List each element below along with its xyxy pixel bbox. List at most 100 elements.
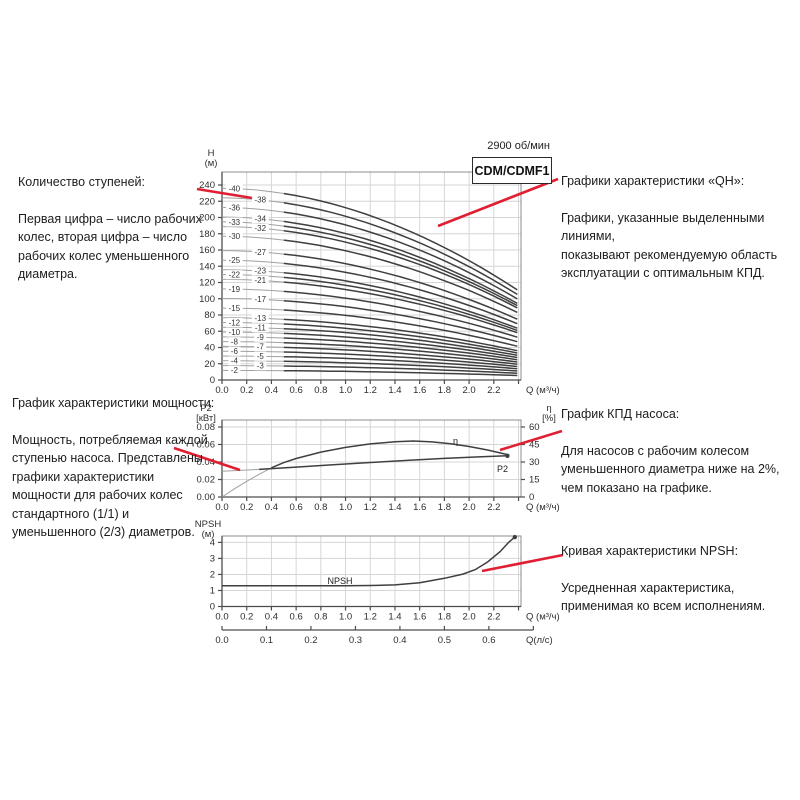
axis-title: P2 xyxy=(200,403,212,414)
qh-curve-label-bg xyxy=(225,318,243,328)
qh-curve-label-bg xyxy=(225,183,243,193)
axis-title: η xyxy=(546,403,551,414)
y-tick-label: 2 xyxy=(210,569,215,580)
power-efficiency-chart: 0.00 0.02 0.04 0.06 0.08 0.0 0.2 0.4 0.6 0.8 1.0 1.… xyxy=(196,403,560,513)
qh-curve-36 xyxy=(283,211,518,300)
y-tick-label: 40 xyxy=(204,343,215,354)
x-tick-label: 0.8 xyxy=(314,612,327,623)
qh-chart: 0 20 40 60 80 100 120 140 160 180 200 220 240 0.0 0.2 0… xyxy=(199,148,560,396)
qh-curve-12 xyxy=(283,323,518,354)
qh-curve-32 xyxy=(283,230,518,309)
qh-curve-label-bg xyxy=(228,356,241,366)
y-tick-label: 0 xyxy=(210,375,215,386)
annotation-body: Первая цифра – число рабочих колес, втор… xyxy=(18,211,202,282)
x-tick-label: 0.0 xyxy=(215,502,228,513)
qh-curve-8 xyxy=(283,341,518,363)
annotation-power: График характеристики мощности: Мощность… xyxy=(12,375,217,560)
qh-stage-label: -36 xyxy=(229,203,241,212)
npsh-chart: 0 1 2 3 4 0.0 0.2 0.4 0.6 0.8 1.0 1.2 1.4 1.6 1.8 2.0 2.… xyxy=(195,519,560,623)
qh-curve-label-bg xyxy=(225,303,243,313)
y-tick-label: 80 xyxy=(204,310,215,321)
annotation-title: График КПД насоса: xyxy=(561,406,680,421)
y-tick-label: 120 xyxy=(199,278,215,289)
qh-curve-3 xyxy=(283,365,518,374)
qh-stage-label: -30 xyxy=(229,232,241,241)
x-tick-label: 1.2 xyxy=(364,385,377,396)
lps-tick-label: 0.4 xyxy=(393,635,406,646)
y-right-tick-label: 15 xyxy=(529,475,540,486)
x-tick-label: 1.0 xyxy=(339,612,352,623)
qh-curve-27 xyxy=(283,253,518,320)
qh-curve-5 xyxy=(283,355,518,370)
y-tick-label: 1 xyxy=(210,585,215,596)
qh-curve-30 xyxy=(283,239,518,314)
qh-curve-13 xyxy=(283,318,518,352)
annotation-connector-line xyxy=(437,177,559,228)
P2-curve-label: P2 xyxy=(497,464,508,474)
qh-curve-9 xyxy=(283,337,518,361)
x-tick-label: 0.0 xyxy=(215,612,228,623)
qh-stage-label: -25 xyxy=(229,256,241,265)
qh-stage-label: -5 xyxy=(257,352,265,361)
x-tick-label: 0.6 xyxy=(290,612,303,623)
qh-stage-label: -23 xyxy=(255,267,267,276)
y-tick-label: 3 xyxy=(210,553,215,564)
annotation-body: Для насосов с рабочим колесом уменьшенно… xyxy=(561,443,780,495)
y-tick-label: 4 xyxy=(210,537,215,548)
annotation-title: Графики характеристики «QH»: xyxy=(561,173,745,188)
qh-curve-label-bg xyxy=(254,332,267,342)
y-tick-label: 0 xyxy=(210,602,215,613)
qh-stage-label: -21 xyxy=(255,276,267,285)
qh-curve-15 xyxy=(283,309,518,347)
axis-title: [%] xyxy=(542,413,556,424)
y-tick-label: 180 xyxy=(199,229,215,240)
axis-title: NPSH xyxy=(195,519,222,530)
annotation-connector-line xyxy=(173,446,241,472)
y-tick-label: 140 xyxy=(199,261,215,272)
x-tick-label: 1.0 xyxy=(339,502,352,513)
qh-curve-label-bg xyxy=(225,284,243,294)
y-tick-label: 0.08 xyxy=(197,422,216,433)
qh-stage-label: -6 xyxy=(231,347,239,356)
x-tick-label: 0.4 xyxy=(265,502,278,513)
qh-stage-label: -17 xyxy=(255,295,267,304)
x-tick-label: 2.0 xyxy=(462,385,475,396)
x-tick-label: 1.4 xyxy=(388,502,401,513)
x-tick-label: 2.2 xyxy=(487,502,500,513)
x-axis-unit: Q (м³/ч) xyxy=(526,502,560,513)
y-tick-label: 220 xyxy=(199,196,215,207)
x-tick-label: 0.2 xyxy=(240,385,253,396)
qh-curve-34 xyxy=(283,220,518,305)
npsh-lps-axis: 0.0 0.1 0.2 0.3 0.4 0.5 0.6 Q(л/с) xyxy=(215,626,553,646)
x-tick-label: 0.6 xyxy=(290,502,303,513)
y-tick-label: 60 xyxy=(204,326,215,337)
qh-stage-label: -38 xyxy=(255,196,267,205)
qh-curve-label-bg xyxy=(254,351,267,361)
qh-curve-7 xyxy=(283,346,518,365)
annotation-title: Кривая характеристики NPSH: xyxy=(561,543,739,558)
annotation-connectors xyxy=(173,177,564,573)
qh-curve-label-bg xyxy=(251,294,269,304)
qh-curve-22 xyxy=(283,276,518,332)
qh-curve-label-bg xyxy=(228,365,241,375)
annotation-npsh: Кривая характеристики NPSH: Усредненная … xyxy=(561,523,800,634)
qh-stage-label: -13 xyxy=(255,314,267,323)
x-axis-unit: Q (м³/ч) xyxy=(526,612,560,623)
qh-curve-19 xyxy=(283,290,518,338)
qh-stage-label: -32 xyxy=(255,224,267,233)
qh-curve-2 xyxy=(283,369,518,377)
qh-stage-label: -22 xyxy=(229,270,241,279)
model-badge: CDM/CDMF1 xyxy=(472,157,552,184)
qh-stage-label: -2 xyxy=(231,366,239,375)
x-tick-label: 1.6 xyxy=(413,502,426,513)
qh-curve-label-bg xyxy=(251,275,269,285)
qh-curve-label-bg xyxy=(225,270,243,280)
qh-stage-label: -11 xyxy=(255,324,267,333)
x-tick-label: 1.0 xyxy=(339,385,352,396)
x-tick-label: 1.8 xyxy=(438,385,451,396)
y-tick-label: 0.00 xyxy=(197,492,216,503)
eta-curve-label: η xyxy=(453,436,458,446)
y-right-tick-label: 30 xyxy=(529,457,540,468)
curve-P2-light xyxy=(221,468,260,472)
